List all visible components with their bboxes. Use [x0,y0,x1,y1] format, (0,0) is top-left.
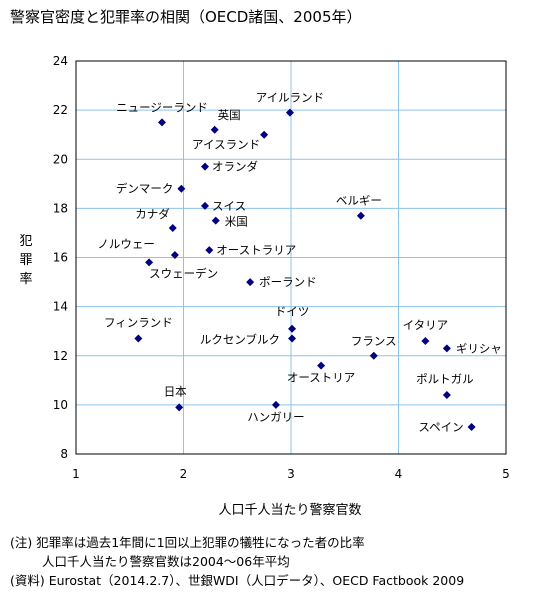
y-axis-label: 犯罪率 [19,234,32,287]
point-label: オランダ [212,160,258,174]
point-label: ポルトガル [416,372,474,386]
note-line-2: 人口千人当たり警察官数は2004～06年平均 [42,554,290,569]
data-point [175,403,184,412]
y-tick-label: 14 [53,300,68,314]
data-point [285,108,294,117]
data-point [211,216,220,225]
data-point [421,337,430,346]
data-point [288,334,297,343]
data-point [467,422,476,431]
point-label: ギリシャ [456,341,502,355]
data-point [210,125,219,134]
x-tick-label: 2 [180,467,188,481]
x-tick-label: 4 [395,467,403,481]
y-tick-label: 20 [53,152,68,166]
data-point [442,391,451,400]
plot-area-frame [75,60,507,455]
data-point [201,162,209,171]
point-label: スペイン [418,420,463,434]
point-label: フランス [351,334,397,348]
data-points [134,108,476,431]
data-point [260,130,269,139]
point-label: 日本 [164,384,187,398]
point-label: 米国 [225,215,248,229]
data-point [205,246,214,255]
x-axis-label: 人口千人当たり警察官数 [218,502,361,518]
data-point [134,334,143,343]
point-label: ドイツ [275,305,310,319]
grid-lines [76,61,506,454]
y-tick-label: 18 [53,201,68,215]
point-label: 英国 [218,108,241,122]
x-tick-label: 1 [72,467,80,481]
y-axis-ticks: 8 10 12 14 16 18 20 22 24 [53,54,68,461]
chart-title: 警察官密度と犯罪率の相関（OECD諸国、2005年） [10,8,362,26]
data-point [369,351,378,360]
point-label: ポーランド [259,275,317,289]
point-label: オーストリア [287,371,355,385]
point-label: アイルランド [256,91,324,105]
data-point [442,344,451,353]
data-point [201,201,209,210]
y-tick-label: 24 [53,54,68,68]
data-point [168,224,177,233]
point-label: フィンランド [104,316,173,330]
data-point [177,184,186,193]
point-label: ハンガリー [247,410,305,424]
point-label: ノルウェー [97,237,155,251]
x-tick-label: 5 [502,467,510,481]
data-point [288,324,297,333]
point-label: ルクセンブルク [200,333,280,347]
data-point [271,400,280,409]
x-tick-label: 3 [287,467,295,481]
y-tick-label: 22 [53,103,68,117]
point-label: ニュージーランド [116,100,208,114]
y-tick-label: 10 [53,398,68,412]
point-label: デンマーク [116,182,174,196]
point-label: カナダ [135,207,170,221]
x-axis-ticks: 1 2 3 4 5 [72,467,510,481]
y-tick-label: 12 [53,349,68,363]
data-point [170,251,179,260]
point-label: ベルギー [336,194,382,208]
data-point [246,278,255,287]
source-line: (資料) Eurostat（2014.2.7）、世銀WDI（人口データ）、OEC… [10,573,465,588]
point-label: イタリア [403,318,449,332]
y-tick-label: 16 [53,251,68,265]
point-label: スウェーデン [149,266,218,280]
data-point [145,258,154,267]
point-label: アイスランド [192,138,260,152]
point-label: スイス [212,199,246,213]
data-point [317,361,326,370]
point-label: オーストラリア [216,243,296,257]
note-line-1: (注) 犯罪率は過去1年間に1回以上犯罪の犠牲になった者の比率 [10,535,365,550]
data-point [158,118,166,127]
data-point [356,211,365,220]
y-tick-label: 8 [60,447,68,461]
